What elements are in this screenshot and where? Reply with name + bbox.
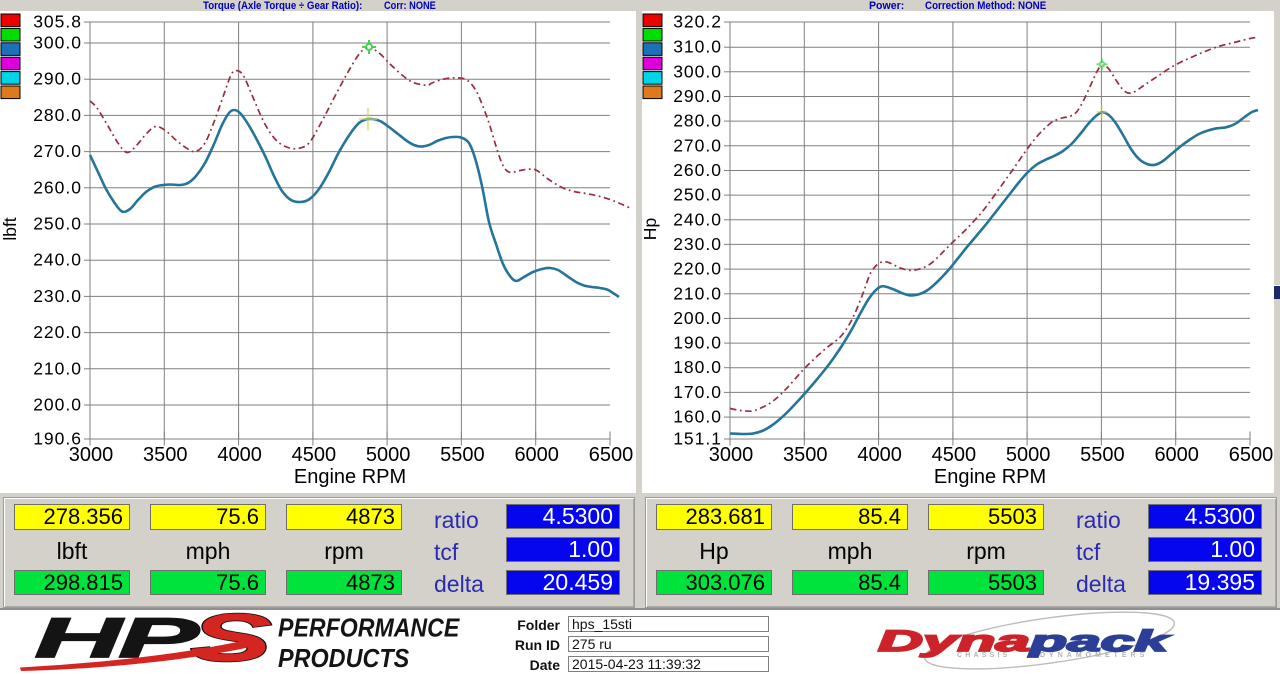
svg-text:230.0: 230.0 [33,286,82,306]
svg-text:6000: 6000 [1154,444,1199,466]
svg-text:3000: 3000 [69,444,114,466]
svg-text:3500: 3500 [783,444,828,466]
svg-text:Hp: Hp [640,218,660,240]
svg-text:PERFORMANCE: PERFORMANCE [278,614,461,643]
svg-text:260.0: 260.0 [33,177,82,197]
svg-text:190.6: 190.6 [33,429,82,449]
svg-text:300.0: 300.0 [673,61,722,81]
svg-text:320.2: 320.2 [673,12,722,32]
svg-text:3500: 3500 [143,444,188,466]
svg-text:5000: 5000 [1006,444,1051,466]
svg-text:310.0: 310.0 [673,37,722,57]
svg-text:200.0: 200.0 [673,308,722,328]
svg-text:3000: 3000 [709,444,754,466]
svg-text:240.0: 240.0 [33,250,82,270]
svg-text:180.0: 180.0 [673,357,722,377]
svg-text:5500: 5500 [1080,444,1125,466]
svg-text:4500: 4500 [292,444,337,466]
svg-text:6500: 6500 [1229,444,1274,466]
svg-text:160.0: 160.0 [673,407,722,427]
svg-text:260.0: 260.0 [673,160,722,180]
svg-text:240.0: 240.0 [673,209,722,229]
svg-text:pack: pack [1028,625,1171,658]
svg-text:151.1: 151.1 [673,429,722,449]
svg-text:200.0: 200.0 [33,395,82,415]
svg-text:250.0: 250.0 [673,185,722,205]
svg-text:PRODUCTS: PRODUCTS [278,645,410,673]
svg-text:280.0: 280.0 [673,111,722,131]
svg-text:220.0: 220.0 [673,259,722,279]
svg-text:CHASSIS: CHASSIS [957,652,1011,659]
svg-text:305.8: 305.8 [33,12,82,32]
svg-text:Engine RPM: Engine RPM [934,466,1046,488]
svg-text:6500: 6500 [589,444,634,466]
svg-text:250.0: 250.0 [33,214,82,234]
svg-text:4000: 4000 [857,444,902,466]
svg-text:170.0: 170.0 [673,382,722,402]
svg-text:290.0: 290.0 [673,86,722,106]
svg-text:190.0: 190.0 [673,333,722,353]
svg-text:270.0: 270.0 [33,141,82,161]
svg-text:S: S [190,610,272,674]
svg-text:4500: 4500 [932,444,977,466]
svg-text:220.0: 220.0 [33,322,82,342]
svg-text:280.0: 280.0 [33,105,82,125]
svg-text:290.0: 290.0 [33,69,82,89]
svg-text:5000: 5000 [366,444,411,466]
svg-text:6000: 6000 [514,444,559,466]
svg-text:210.0: 210.0 [673,283,722,303]
svg-text:5500: 5500 [440,444,485,466]
svg-text:230.0: 230.0 [673,234,722,254]
svg-text:Dyna: Dyna [878,625,1030,658]
svg-text:210.0: 210.0 [33,358,82,378]
svg-text:270.0: 270.0 [673,135,722,155]
svg-text:300.0: 300.0 [33,33,82,53]
svg-text:lbft: lbft [0,217,20,240]
svg-text:Engine RPM: Engine RPM [294,466,406,488]
svg-text:4000: 4000 [217,444,262,466]
svg-text:DYNAMOMETERS: DYNAMOMETERS [1040,652,1148,659]
